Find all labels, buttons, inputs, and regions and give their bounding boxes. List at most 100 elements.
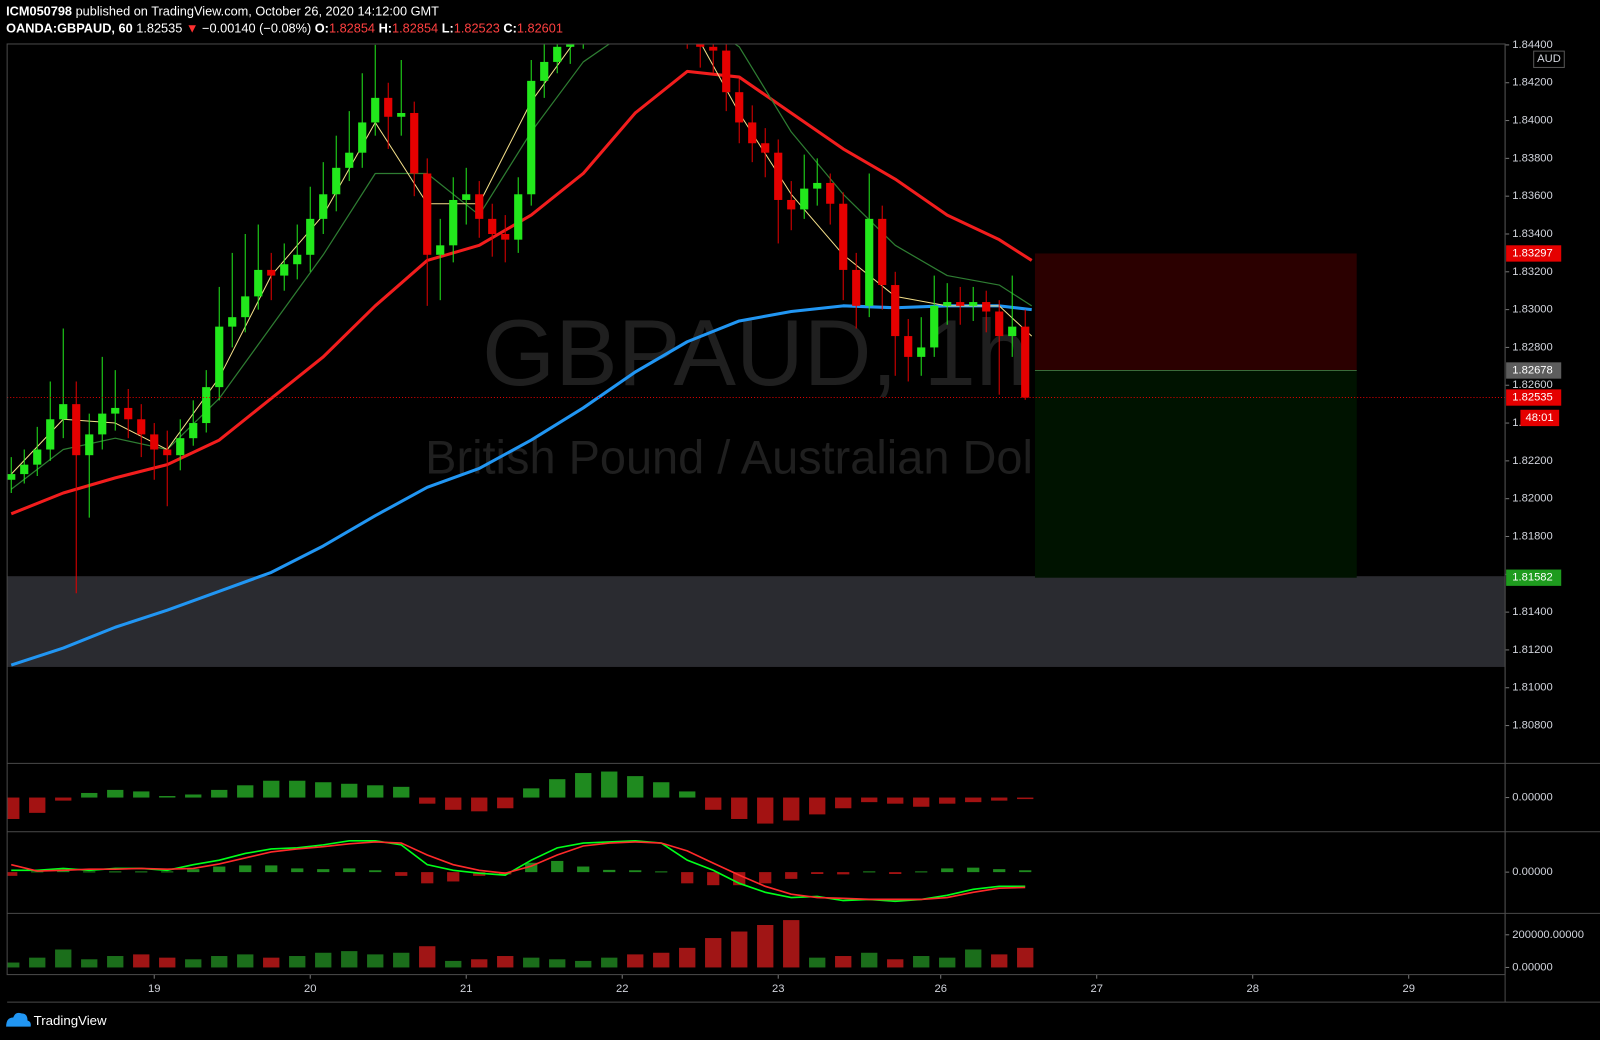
volume-bar bbox=[185, 959, 202, 968]
candle-body bbox=[319, 194, 328, 219]
momentum-bar bbox=[29, 797, 46, 813]
footer-logo: TradingView bbox=[6, 1012, 107, 1028]
macd-histogram-bar bbox=[421, 872, 434, 884]
candle-body bbox=[1021, 326, 1030, 398]
candle-body bbox=[306, 218, 315, 255]
macd-histogram-bar bbox=[915, 871, 928, 873]
candle-body bbox=[228, 317, 237, 327]
y-tick-label: 1.84400 bbox=[1512, 39, 1553, 51]
momentum-bar bbox=[471, 797, 488, 812]
momentum-bar bbox=[601, 771, 618, 798]
candle-body bbox=[124, 407, 133, 420]
y-tick-label: 1.81400 bbox=[1512, 606, 1553, 618]
volume-bar bbox=[835, 956, 852, 968]
volume-bar bbox=[315, 952, 332, 968]
candle-body bbox=[202, 387, 211, 424]
candle-body bbox=[189, 423, 198, 439]
candle-body bbox=[488, 218, 497, 234]
volume-bar bbox=[601, 957, 618, 968]
y-tick-label: 1.82200 bbox=[1512, 455, 1553, 467]
macd-histogram-bar bbox=[785, 872, 798, 879]
candle-body bbox=[904, 336, 913, 357]
frames bbox=[6, 43, 1600, 1003]
momentum-bar bbox=[913, 797, 930, 807]
macd-histogram-bar bbox=[447, 872, 460, 882]
momentum-bar bbox=[991, 797, 1008, 801]
candle-body bbox=[540, 61, 549, 81]
countdown: 48:01 bbox=[1526, 412, 1554, 424]
candle-body bbox=[826, 182, 835, 204]
volume-bar bbox=[679, 947, 696, 968]
candle-body bbox=[943, 302, 952, 306]
volume-bar bbox=[471, 959, 488, 968]
volume-bar bbox=[497, 956, 514, 968]
momentum-bar bbox=[523, 788, 540, 798]
candle-body bbox=[449, 199, 458, 246]
momentum-bar bbox=[7, 797, 20, 819]
macd-histogram-bar bbox=[681, 872, 694, 884]
candle-body bbox=[111, 407, 120, 414]
x-tick-label: 27 bbox=[1090, 983, 1102, 995]
moving-average bbox=[10, 304, 1032, 667]
moving-average bbox=[10, 69, 1033, 516]
ohlc-value: 1.82854 bbox=[329, 21, 375, 36]
momentum-bar bbox=[133, 791, 150, 798]
ohlc-value: 1.82523 bbox=[454, 21, 500, 36]
volume-bar bbox=[445, 960, 462, 968]
x-tick-label: 19 bbox=[148, 983, 160, 995]
momentum-bar bbox=[1017, 797, 1034, 800]
y-tick-label: 1.84200 bbox=[1512, 77, 1553, 89]
momentum-bar bbox=[159, 796, 176, 798]
candle-body bbox=[59, 404, 68, 420]
y-tick-label: 1.83800 bbox=[1512, 152, 1553, 164]
last-price: 1.82535 bbox=[136, 21, 182, 36]
author: ICM050798 bbox=[6, 4, 72, 19]
x-tick-label: 21 bbox=[460, 983, 472, 995]
price-label: 1.81582 bbox=[1512, 572, 1553, 584]
candle-body bbox=[345, 152, 354, 168]
volume-bar bbox=[991, 954, 1008, 968]
momentum-bar bbox=[887, 797, 904, 804]
volume-bar bbox=[887, 959, 904, 968]
candle-body bbox=[1008, 326, 1017, 337]
macd-histogram-bar bbox=[265, 865, 278, 873]
change: −0.00140 (−0.08%) bbox=[202, 21, 311, 36]
candle-body bbox=[514, 194, 523, 240]
published: published on TradingView.com, October 26… bbox=[76, 4, 440, 19]
candle-body bbox=[839, 203, 848, 270]
y-tick-label: 1.82000 bbox=[1512, 493, 1553, 505]
watermark-title: GBPAUD, 1h bbox=[482, 300, 1028, 405]
candle-body bbox=[852, 269, 861, 306]
x-tick-label: 20 bbox=[304, 983, 316, 995]
price-pane: GBPAUD, 1h British Pound / Australian Dol… bbox=[7, 43, 1506, 667]
candle-body bbox=[436, 245, 445, 255]
volume-bar bbox=[419, 946, 436, 968]
momentum-bar bbox=[705, 797, 722, 810]
candle-body bbox=[878, 218, 887, 286]
macd-histogram-bar bbox=[213, 866, 226, 873]
price-label-box bbox=[1506, 362, 1562, 379]
momentum-bar bbox=[211, 789, 228, 798]
momentum-bar bbox=[367, 785, 384, 798]
momentum-bar bbox=[185, 794, 202, 798]
candle-body bbox=[956, 302, 965, 306]
logo-icon bbox=[6, 1012, 31, 1027]
momentum-bar bbox=[757, 797, 774, 824]
macd-histogram-bar bbox=[577, 866, 590, 873]
y-tick-label: 1.83000 bbox=[1512, 304, 1553, 316]
volume-bar bbox=[523, 957, 540, 968]
volume-bar bbox=[705, 938, 722, 968]
macd-histogram-bar bbox=[109, 871, 122, 873]
x-tick-label: 22 bbox=[616, 983, 628, 995]
currency: AUD bbox=[1537, 53, 1561, 65]
candle-body bbox=[696, 43, 705, 47]
price-label: 1.82535 bbox=[1512, 391, 1553, 403]
candle-body bbox=[891, 285, 900, 337]
macd-histogram-bar bbox=[187, 869, 200, 873]
volume-bar bbox=[211, 956, 228, 968]
y-tick-label: 0.00000 bbox=[1512, 792, 1553, 804]
volume-bar bbox=[7, 962, 20, 968]
ohlc-value: 1.82854 bbox=[392, 21, 438, 36]
